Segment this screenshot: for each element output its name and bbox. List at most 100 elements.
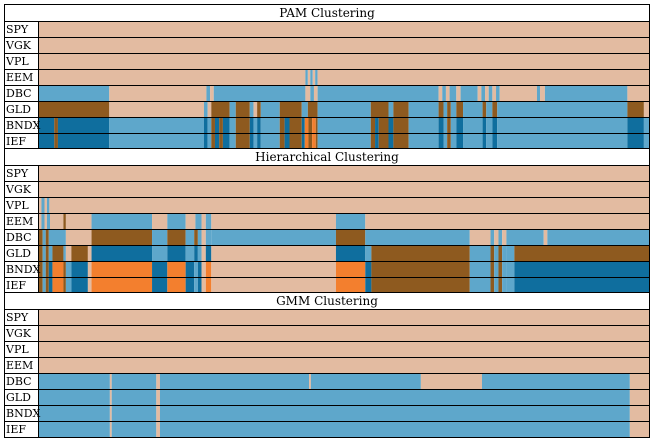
heatmap-cell <box>152 229 168 245</box>
heatmap-cell <box>492 101 498 117</box>
heatmap-cell <box>450 133 457 149</box>
heatmap-cell <box>49 197 650 213</box>
heatmap-cell <box>185 261 195 277</box>
panel-hierarchical-clustering: Hierarchical Clustering SPY VGK VPL EEM DBC G… <box>4 148 650 294</box>
heatmap-cell <box>370 101 389 117</box>
heatmap-cell <box>41 197 45 213</box>
heatmap-cell <box>420 373 482 389</box>
heatmap-cell <box>167 229 186 245</box>
heatmap-cell <box>54 117 58 133</box>
heatmap-cell <box>197 277 202 293</box>
heatmap-cell <box>370 117 376 133</box>
heatmap-cell <box>211 133 215 149</box>
panel-title: GMM Clustering <box>4 292 650 309</box>
heatmap-cell <box>39 229 43 245</box>
heatmap-cell <box>91 229 153 245</box>
heatmap-cell <box>371 261 470 277</box>
heatmap-cell <box>260 133 280 149</box>
heatmap-cell <box>195 213 202 229</box>
heatmap-cell <box>207 101 212 117</box>
heatmap-cell <box>393 117 409 133</box>
heatmap-cell <box>494 229 499 245</box>
heatmap-cell <box>91 213 153 229</box>
heatmap-cell <box>39 165 650 181</box>
heatmap-cell <box>304 117 309 133</box>
heatmap-cell <box>482 117 487 133</box>
heatmap-cell <box>214 133 220 149</box>
heatmap-cell <box>375 133 379 149</box>
heatmap-cell <box>477 85 482 101</box>
heatmap-cell <box>109 85 207 101</box>
panel-title: Hierarchical Clustering <box>4 148 650 165</box>
heatmap-cell <box>312 117 316 133</box>
heatmap-cell <box>317 85 439 101</box>
heatmap-cell <box>194 245 198 261</box>
heatmap-cell <box>450 117 457 133</box>
heatmap-cell <box>235 101 250 117</box>
heatmap-cell <box>456 85 461 101</box>
heatmap-cell <box>39 389 110 405</box>
heatmap-pam: SPY VGK VPL EEM DBC GLD BNDX IEF <box>4 21 650 150</box>
heatmap-cell <box>490 229 495 245</box>
heatmap-cell <box>54 133 58 149</box>
heatmap-cell <box>502 245 507 261</box>
heatmap-cell <box>249 117 254 133</box>
heatmap-cell <box>481 373 630 389</box>
heatmap-gmm: SPY VGK VPL EEM DBC GLD BNDX IEF <box>4 309 650 438</box>
heatmap-cell <box>371 245 470 261</box>
heatmap-cell <box>39 405 110 421</box>
heatmap-cell <box>279 133 285 149</box>
panel-gmm-clustering: GMM Clustering SPY VGK VPL EEM DBC GLD BNDX IEF <box>4 292 650 438</box>
heatmap-cell <box>309 373 311 389</box>
heatmap-cell <box>257 101 261 117</box>
heatmap-cell <box>365 245 372 261</box>
heatmap-cell <box>203 101 208 117</box>
heatmap-cell <box>48 245 53 261</box>
heatmap-cell <box>482 133 487 149</box>
heatmap-cell <box>39 261 43 277</box>
heatmap-cell <box>540 85 545 101</box>
heatmap-cell <box>48 277 53 293</box>
heatmap-cell <box>211 117 215 133</box>
heatmap-cell <box>301 133 305 149</box>
heatmap-cell <box>211 261 336 277</box>
row-label: VGK <box>5 183 32 196</box>
heatmap-cell <box>109 101 204 117</box>
heatmap-cell <box>39 133 55 149</box>
heatmap-cell <box>152 213 168 229</box>
heatmap-cell <box>629 421 650 437</box>
heatmap-cell <box>365 229 470 245</box>
heatmap-cell <box>235 133 250 149</box>
heatmap-cell <box>249 133 254 149</box>
heatmap-cell <box>643 133 650 149</box>
heatmap-cell <box>109 389 112 405</box>
heatmap-cell <box>499 85 537 101</box>
heatmap-cell <box>52 261 64 277</box>
heatmap-cell <box>442 85 446 101</box>
heatmap-cell <box>492 117 498 133</box>
heatmap-cell <box>494 261 499 277</box>
heatmap-cell <box>498 261 503 277</box>
panel-title: PAM Clustering <box>4 4 650 21</box>
heatmap-cell <box>219 117 223 133</box>
heatmap-cell <box>643 117 650 133</box>
heatmap-cell <box>253 117 258 133</box>
heatmap-cell <box>375 117 379 133</box>
heatmap-cell <box>502 277 507 293</box>
heatmap-cell <box>449 85 457 101</box>
heatmap-cell <box>456 117 464 133</box>
heatmap-cell <box>335 213 366 229</box>
heatmap-cell <box>443 133 448 149</box>
heatmap-cell <box>159 421 630 437</box>
row-label: BNDX <box>6 407 41 420</box>
heatmap-cell <box>42 245 46 261</box>
heatmap-cell <box>514 245 650 261</box>
heatmap-cell <box>315 69 318 85</box>
heatmap-cell <box>39 373 110 389</box>
heatmap-cell <box>52 277 64 293</box>
heatmap-cell <box>496 85 500 101</box>
heatmap-cell <box>57 117 110 133</box>
heatmap-cell <box>205 213 212 229</box>
heatmap-cell <box>469 229 491 245</box>
heatmap-cell <box>460 85 478 101</box>
